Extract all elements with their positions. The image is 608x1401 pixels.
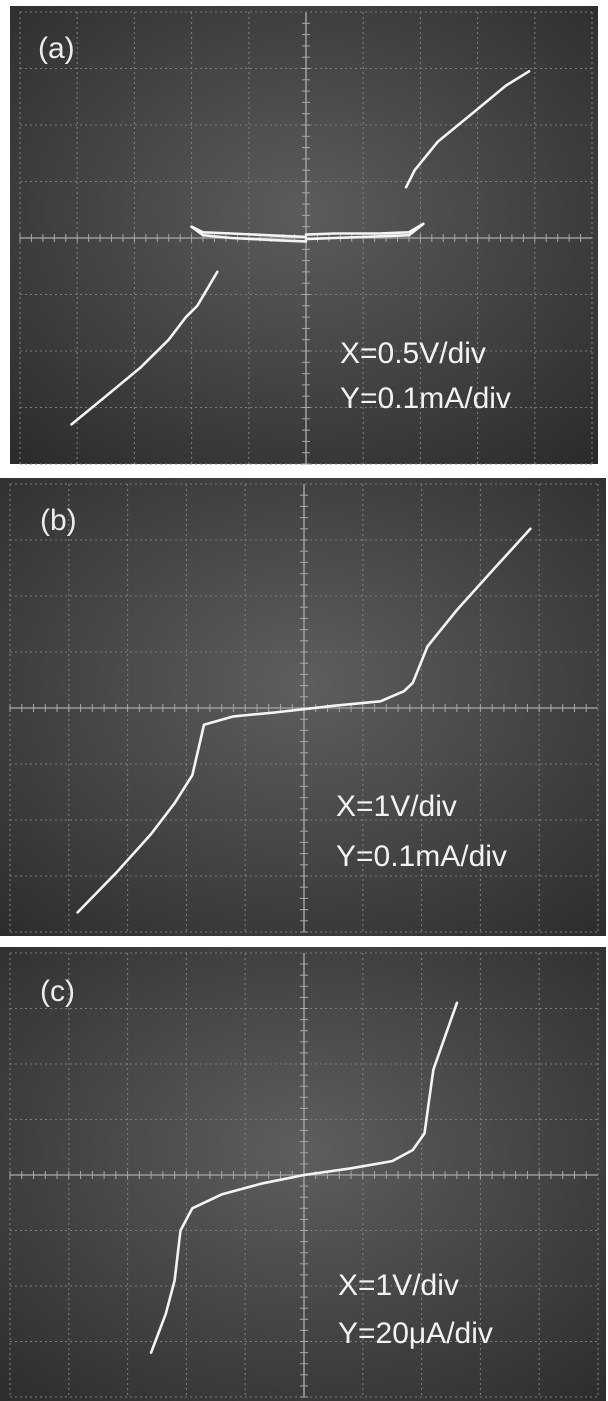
panel-label: (c) — [40, 975, 75, 1008]
oscilloscope-panel-c: (c) X=1V/div Y=20μA/div — [0, 943, 608, 1401]
x-scale-label: X=0.5V/div — [340, 337, 486, 370]
oscilloscope-panel-b: (b) X=1V/div Y=0.1mA/div — [0, 474, 608, 940]
y-scale-label: Y=0.1mA/div — [336, 840, 507, 873]
scope-screen-b: (b) X=1V/div Y=0.1mA/div — [0, 478, 606, 936]
iv-trace-segment-4 — [304, 222, 425, 236]
iv-trace-segment-2 — [190, 225, 308, 239]
screen-background — [0, 478, 606, 936]
panel-label: (a) — [38, 32, 75, 65]
oscilloscope-panel-a: (a) X=0.5V/div Y=0.1mA/div — [0, 0, 608, 470]
y-scale-label: Y=0.1mA/div — [340, 382, 511, 415]
iv-trace-segment-1 — [149, 1001, 459, 1354]
scope-screen-c: (c) X=1V/div Y=20μA/div — [0, 947, 606, 1401]
iv-trace-segment-3 — [190, 225, 308, 243]
y-scale-label: Y=20μA/div — [338, 1317, 493, 1350]
scope-screen-a: (a) X=0.5V/div Y=0.1mA/div — [10, 6, 598, 465]
iv-trace-segment-1 — [70, 270, 219, 426]
iv-trace-segment-6 — [404, 70, 531, 189]
iv-trace-segment-1 — [76, 527, 532, 914]
x-scale-label: X=1V/div — [336, 790, 457, 823]
x-scale-label: X=1V/div — [338, 1269, 459, 1302]
panel-label: (b) — [40, 504, 77, 537]
iv-trace-segment-5 — [304, 222, 425, 241]
